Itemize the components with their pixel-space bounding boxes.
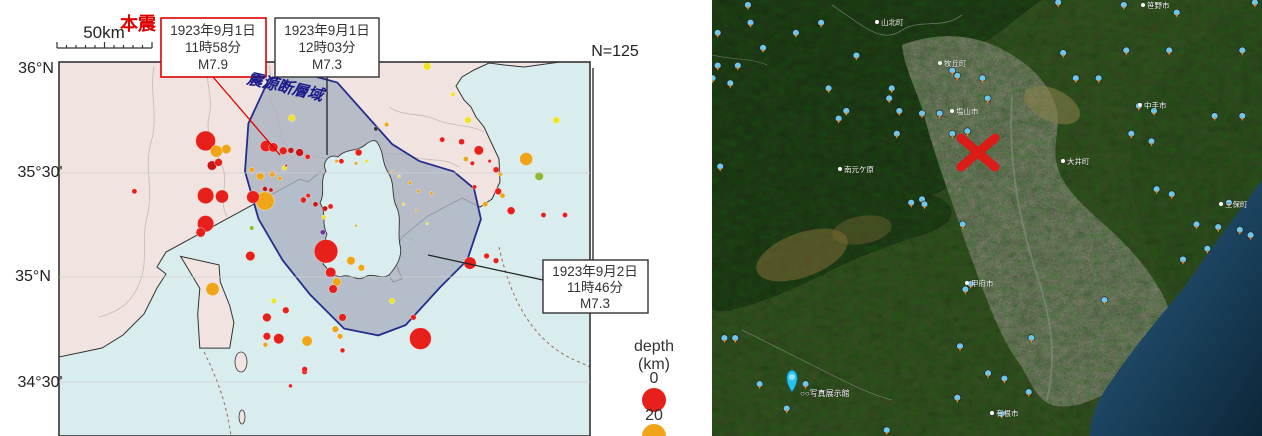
svg-text:山北町: 山北町 xyxy=(881,17,904,27)
svg-text:甲府市: 甲府市 xyxy=(971,278,994,288)
svg-text:塩山市: 塩山市 xyxy=(956,106,979,116)
svg-text:depth: depth xyxy=(634,338,674,355)
svg-text:20: 20 xyxy=(645,407,663,424)
svg-text:有根市: 有根市 xyxy=(996,408,1019,418)
svg-text:南元ケ原: 南元ケ原 xyxy=(844,164,874,174)
svg-text:笹野市: 笹野市 xyxy=(1147,0,1170,10)
svg-text:50km: 50km xyxy=(83,23,125,42)
svg-text:11時58分: 11時58分 xyxy=(185,40,241,55)
svg-text:0: 0 xyxy=(650,370,659,387)
svg-text:N=125: N=125 xyxy=(591,43,639,60)
svg-text:1923年9月1日: 1923年9月1日 xyxy=(284,23,370,38)
svg-text:1923年9月1日: 1923年9月1日 xyxy=(170,23,256,38)
svg-text:36°N: 36°N xyxy=(18,60,54,77)
svg-text:M7.3: M7.3 xyxy=(312,57,342,72)
svg-text:○○写真展示館: ○○写真展示館 xyxy=(800,388,850,398)
svg-text:11時46分: 11時46分 xyxy=(567,280,623,295)
svg-text:34°30': 34°30' xyxy=(17,374,62,391)
svg-text:1923年9月2日: 1923年9月2日 xyxy=(552,264,638,279)
svg-text:中手市: 中手市 xyxy=(1144,100,1167,110)
svg-text:M7.9: M7.9 xyxy=(198,57,228,72)
svg-text:35°N: 35°N xyxy=(15,268,51,285)
svg-text:牧丘町: 牧丘町 xyxy=(944,58,967,68)
svg-text:本震: 本震 xyxy=(120,13,157,34)
svg-text:12時03分: 12時03分 xyxy=(298,40,355,55)
svg-text:大井町: 大井町 xyxy=(1067,156,1090,166)
svg-text:三保町: 三保町 xyxy=(1225,200,1248,209)
svg-text:M7.3: M7.3 xyxy=(580,296,610,311)
svg-text:35°30': 35°30' xyxy=(17,164,62,181)
